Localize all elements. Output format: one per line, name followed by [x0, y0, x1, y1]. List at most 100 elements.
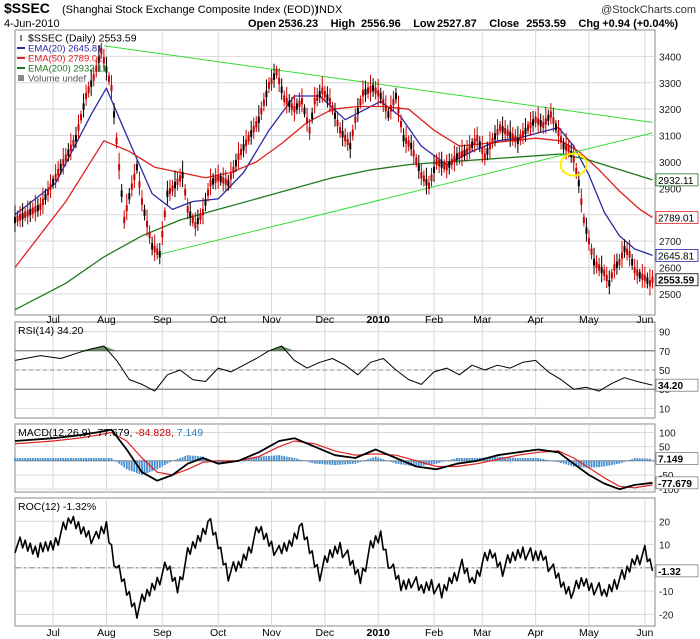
macd-hist-bar: [62, 458, 65, 461]
price-body: [92, 74, 95, 81]
price-body: [631, 259, 634, 266]
price-body: [24, 211, 27, 218]
price-body: [39, 203, 42, 210]
macd-hist-bar: [509, 457, 512, 461]
macd-hist-bar: [562, 460, 565, 464]
header-brand[interactable]: @StockCharts.com: [601, 4, 696, 16]
macd-hist-bar: [623, 460, 626, 462]
x-label-Dec: Dec: [315, 627, 334, 639]
macd-hist-bar: [283, 456, 286, 461]
price-body: [633, 266, 636, 274]
macd-hist-bar: [494, 456, 496, 461]
price-body: [400, 120, 403, 128]
macd-hist-bar: [450, 459, 453, 461]
price-body: [587, 237, 590, 245]
legend-item-1: EMA(20) 2645.81: [28, 44, 102, 55]
macd-hist-bar: [351, 460, 354, 464]
price-body: [527, 124, 530, 131]
macd-hist-bar: [593, 460, 595, 468]
price-body: [425, 179, 428, 186]
macd-hist-bar: [90, 458, 93, 461]
price-body: [54, 173, 57, 181]
macd-hist-bar: [646, 458, 649, 461]
macd-hist-bar: [186, 455, 189, 461]
price-tick-2700: 2700: [659, 237, 682, 248]
price-body: [524, 127, 527, 135]
price-panel: 2500260027002800290030003100320033003400…: [14, 29, 699, 316]
price-body: [107, 75, 110, 82]
macd-hist-bar: [339, 460, 341, 465]
macd-hist-bar: [290, 457, 293, 461]
x-label-Sep: Sep: [153, 314, 172, 326]
price-body: [31, 207, 34, 214]
macd-hist-bar: [504, 457, 507, 461]
price-body: [21, 212, 24, 220]
price-body: [369, 86, 372, 93]
macd-hist-bar: [280, 455, 283, 461]
macd-hist-bar: [638, 458, 641, 461]
price-body: [377, 90, 380, 97]
macd-hist-bar: [323, 460, 326, 465]
x-label-Nov: Nov: [262, 314, 281, 326]
price-body: [506, 129, 509, 137]
price-body: [415, 157, 418, 164]
macd-hist-bar: [384, 460, 387, 461]
price-body: [130, 183, 133, 190]
price-body: [191, 216, 194, 224]
x-label-Jun: Jun: [636, 627, 653, 639]
macd-hist-bar: [516, 458, 519, 461]
x-axis: Jul Jul Aug Aug Sep Sep Oct Oct Nov Nov Dec Dec 2010…: [46, 314, 653, 639]
macd-hist-bar: [21, 458, 24, 461]
macd-hist-bar: [151, 460, 154, 472]
price-tick-3200: 3200: [659, 105, 682, 116]
macd-hist-bar: [163, 460, 166, 466]
x-label-Oct: Oct: [210, 314, 226, 326]
macd-hist-bar: [298, 459, 301, 461]
price-body: [245, 139, 248, 146]
price-body: [499, 124, 502, 131]
price-body: [389, 105, 392, 112]
price-body: [466, 148, 469, 155]
macd-hist-bar: [603, 460, 606, 467]
macd-hist-bar: [448, 460, 451, 461]
macd-hist-bar: [417, 460, 420, 467]
price-body: [628, 251, 631, 258]
roc-value-box: [655, 564, 699, 578]
macd-hist-value-text: 7.149: [658, 455, 683, 466]
price-body: [321, 87, 324, 94]
macd-hist-bar: [544, 459, 547, 461]
macd-hist-bar: [80, 458, 82, 461]
macd-hist-bar: [260, 456, 263, 461]
macd-hist-bar: [113, 459, 115, 461]
macd-hist-bar: [296, 458, 298, 461]
price-body: [135, 164, 138, 171]
roc-line: [14, 515, 654, 619]
rsi-title: RSI(14) 34.20: [18, 325, 84, 337]
price-body: [582, 216, 585, 224]
macd-hist-bar: [184, 456, 187, 461]
macd-hist-bar: [443, 460, 446, 462]
rsi-tick-50: 50: [659, 366, 671, 377]
price-body: [646, 277, 649, 284]
price-body: [554, 123, 557, 130]
price-body: [115, 137, 118, 144]
price-body: [542, 121, 545, 129]
price-body: [181, 171, 184, 179]
legend-item-2: EMA(50) 2789.01: [28, 54, 102, 65]
price-body: [349, 142, 352, 150]
macd-hist-bar: [542, 459, 545, 461]
macd-hist-bar: [397, 460, 400, 465]
price-body: [580, 198, 583, 205]
price-body: [97, 56, 100, 64]
price-body: [367, 87, 370, 94]
price-body: [638, 272, 641, 279]
header-ohlc: Open 2536.23 High 2556.96 Low 2527.87 Close 255…: [248, 18, 678, 30]
macd-hist-bar: [567, 460, 570, 466]
price-body: [318, 91, 321, 98]
price-body: [59, 164, 62, 171]
macd-hist-bar: [506, 457, 509, 461]
macd-hist-bar: [453, 458, 456, 461]
price-tick-2500: 2500: [659, 290, 682, 301]
macd-hist-bar: [334, 460, 336, 466]
